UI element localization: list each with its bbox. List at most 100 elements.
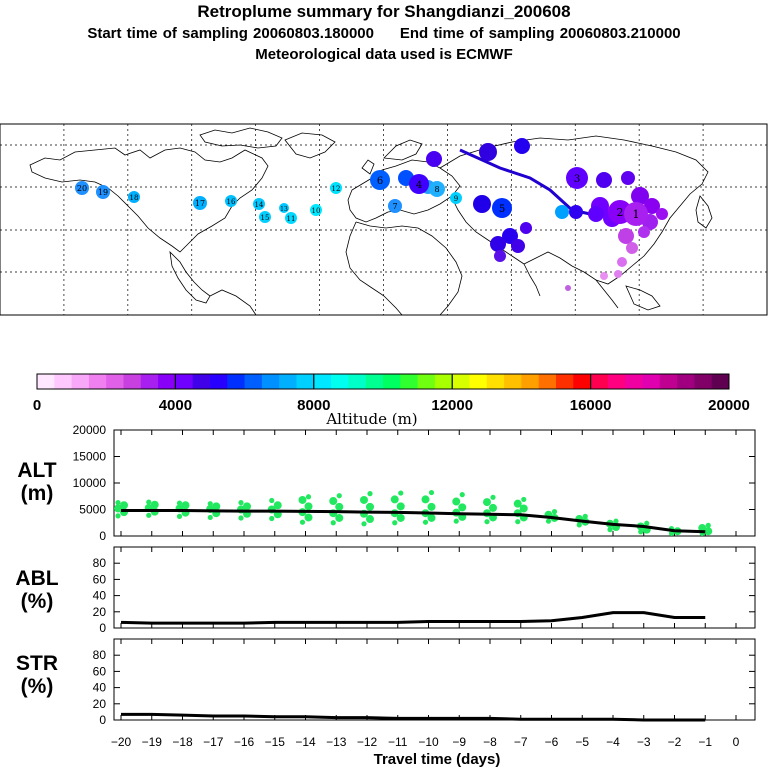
x-axis-label: Travel time (days) (374, 751, 501, 768)
alt-mean-line (121, 509, 706, 534)
colorbar-cell (192, 374, 211, 389)
particle-marker (618, 228, 634, 244)
colorbar-cells (37, 374, 730, 389)
sampling-times: Start time of sampling 20060803.180000 E… (0, 25, 768, 42)
colorbar-tick-label: 20000 (708, 397, 750, 414)
cluster-10-circle (310, 204, 322, 216)
cluster-12-label: 12 (332, 185, 341, 193)
cluster-18-circle (128, 191, 140, 203)
alt-point (515, 519, 521, 525)
alt-point (668, 530, 675, 536)
abl-units: (%) (21, 590, 54, 613)
cluster-15: 15 (259, 211, 271, 223)
cluster-5-circle (492, 198, 512, 218)
y-tick-label: 0 (99, 529, 106, 543)
alt-point (428, 489, 435, 496)
particle-marker (555, 205, 569, 219)
alt-point (396, 513, 405, 522)
cluster-11-circle (285, 212, 297, 224)
alt-point (114, 504, 122, 513)
colorbar-cell (607, 374, 626, 389)
particle-marker (656, 208, 668, 220)
colorbar-tick-label: 4000 (159, 397, 192, 414)
cluster-19-label: 19 (98, 188, 108, 197)
cluster-9-label: 9 (454, 195, 458, 203)
alt-point (459, 492, 465, 498)
colorbar-cell (210, 374, 228, 389)
alt-point (490, 494, 496, 500)
colorbar-cell (573, 374, 592, 389)
cluster-1-circle (624, 202, 648, 226)
colorbar-cell (313, 374, 332, 389)
cluster-17-circle (193, 196, 207, 210)
colorbar-cell (504, 374, 522, 389)
alt-point (115, 500, 121, 506)
x-tick-label: −6 (545, 735, 559, 749)
particle-marker (626, 242, 638, 254)
particle-marker (479, 143, 497, 161)
cluster-11: 11 (285, 212, 297, 224)
cluster-20-label: 20 (77, 184, 87, 193)
alt-point (452, 497, 461, 506)
particle-marker (614, 270, 622, 278)
colorbar-cell (71, 374, 90, 389)
x-tick-label: −14 (295, 735, 316, 749)
x-tick-label: 0 (733, 735, 740, 749)
particle-marker (494, 250, 506, 262)
alt-point (120, 501, 128, 510)
alt-point (489, 503, 497, 512)
abl-y-axis: 0 20 40 60 80 (93, 556, 755, 635)
str-label: STR (16, 652, 58, 675)
met-data-label: Meteorological data used is ECMWF (255, 46, 513, 63)
cluster-18-label: 18 (130, 194, 139, 202)
str-line (121, 712, 706, 722)
alt-point (335, 502, 344, 511)
x-tick-label: −19 (142, 735, 163, 749)
colorbar-tick-label: 0 (33, 397, 41, 414)
alt-point (115, 513, 121, 519)
abl-panel: ABL (%) 0 20 40 60 80 (15, 546, 756, 635)
x-tick-label: −10 (418, 735, 439, 749)
alt-point (305, 494, 312, 500)
cluster-13: 13 (279, 203, 289, 213)
alt-point (576, 522, 582, 528)
alt-point (304, 513, 313, 522)
colorbar-cell (106, 374, 124, 389)
cluster-8-label: 8 (434, 185, 439, 194)
y-tick-label: 5000 (79, 503, 106, 517)
y-tick-label: 20000 (73, 423, 107, 437)
particle-marker (617, 257, 627, 267)
cluster-18: 18 (128, 191, 140, 203)
cluster-5: 5 (492, 198, 512, 218)
str-units: (%) (21, 675, 54, 698)
cluster-17-label: 17 (195, 199, 205, 208)
cluster-16: 16 (225, 195, 237, 207)
particle-marker (520, 222, 532, 234)
alt-point (427, 513, 436, 522)
alt-point (698, 524, 707, 533)
alt-point (299, 519, 306, 525)
cluster-20-circle (75, 181, 89, 195)
cluster-3-label: 3 (574, 174, 580, 185)
colorbar-cell (54, 374, 73, 389)
colorbar-cell (365, 374, 384, 389)
alt-point (330, 520, 336, 526)
alt-point (638, 529, 644, 535)
cluster-10: 10 (310, 204, 322, 216)
cluster-12-circle (330, 182, 342, 194)
cluster-6-circle (370, 170, 390, 190)
cluster-4: 4 (409, 174, 429, 194)
x-tick-label: −15 (265, 735, 286, 749)
cluster-5-label: 5 (499, 204, 505, 215)
colorbar-title: Altitude (m) (325, 410, 417, 428)
y-tick-label: 20 (93, 697, 107, 711)
cluster-19-circle (96, 185, 110, 199)
alt-point (421, 495, 430, 504)
alt-point (360, 495, 368, 504)
alt-point (704, 527, 713, 536)
cluster-13-label: 13 (280, 206, 288, 213)
colorbar-cell (140, 374, 159, 389)
cluster-6-label: 6 (377, 176, 383, 187)
particle-marker (514, 138, 530, 154)
alt-y-axis: 0 5000 10000 15000 20000 (73, 423, 755, 543)
